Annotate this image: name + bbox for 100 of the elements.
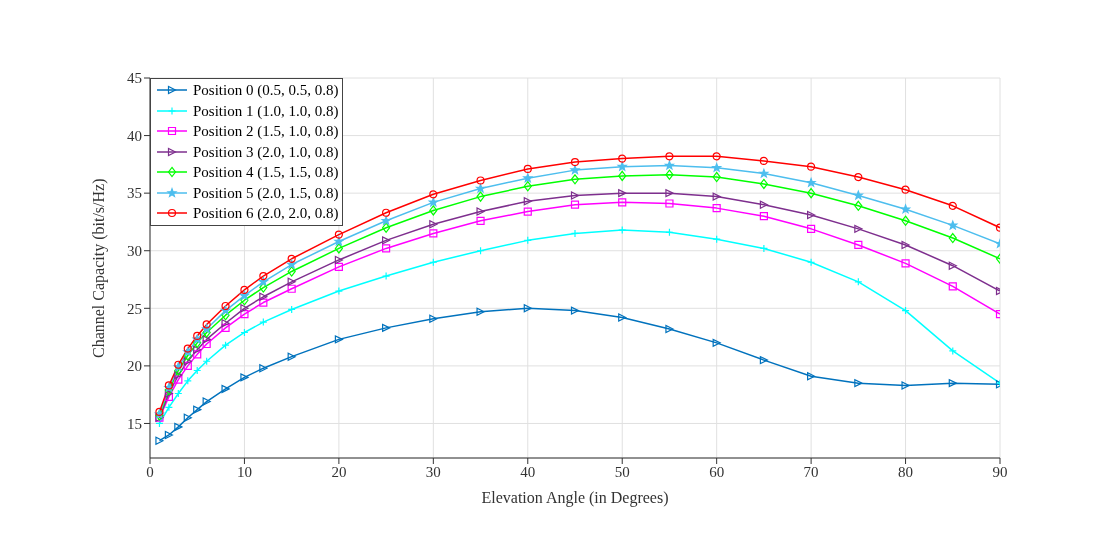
legend-label: Position 5 (2.0, 1.5, 0.8) [193, 183, 339, 203]
point [570, 157, 580, 167]
point [665, 169, 674, 180]
point [570, 200, 580, 209]
point [759, 356, 768, 365]
point [287, 284, 296, 293]
point [901, 240, 910, 250]
point [174, 375, 183, 384]
point [183, 357, 192, 366]
x-tick-label: 70 [803, 463, 819, 480]
point [948, 379, 957, 388]
point [523, 304, 532, 313]
point [183, 344, 192, 353]
point [618, 313, 627, 322]
y-tick-label: 45 [127, 70, 142, 87]
y-tick-label: 20 [127, 358, 142, 375]
y-tick-label: 15 [127, 415, 142, 432]
point [240, 285, 249, 294]
point [382, 271, 391, 281]
point [570, 165, 580, 175]
point [202, 335, 211, 344]
legend-label: Position 1 (1.0, 1.0, 0.8) [193, 101, 339, 121]
point [807, 258, 816, 267]
y-tick-label: 30 [127, 243, 142, 260]
point [259, 318, 268, 327]
point [475, 183, 486, 193]
point [523, 181, 532, 192]
point [807, 372, 816, 381]
point [806, 177, 816, 187]
point [854, 379, 863, 388]
point [155, 436, 164, 445]
point [428, 197, 438, 207]
y-tick-label: 40 [127, 127, 142, 144]
point [665, 324, 674, 334]
point [287, 266, 296, 277]
point [807, 188, 816, 199]
point [712, 152, 721, 161]
point [334, 236, 344, 246]
point [712, 204, 721, 213]
point [618, 225, 627, 235]
point [854, 200, 863, 211]
point [240, 373, 249, 382]
point [665, 152, 674, 161]
point [853, 190, 863, 200]
point [712, 163, 722, 172]
point [665, 189, 674, 198]
point [429, 190, 438, 199]
point [901, 185, 910, 194]
x-axis-title: Elevation Angle (in Degrees) [481, 489, 669, 507]
x-tick-label: 60 [709, 463, 725, 480]
point [570, 306, 580, 315]
point [381, 215, 391, 225]
legend-label: Position 0 (0.5, 0.5, 0.8) [193, 81, 339, 100]
point [523, 164, 532, 174]
point [259, 271, 268, 281]
point [900, 204, 911, 214]
point [193, 331, 202, 341]
point [618, 154, 627, 163]
x-tick-label: 30 [425, 463, 441, 480]
x-tick-label: 10 [236, 463, 252, 480]
point [174, 422, 183, 432]
point [948, 282, 957, 291]
point [948, 261, 957, 270]
point [202, 397, 211, 406]
point [164, 392, 173, 402]
point [948, 220, 958, 230]
point [164, 430, 173, 440]
point [854, 224, 863, 233]
point [334, 243, 343, 254]
point [221, 319, 230, 328]
point [334, 286, 343, 296]
x-tick-label: 20 [331, 463, 347, 480]
point [901, 259, 910, 268]
point [240, 309, 249, 319]
point [570, 174, 580, 185]
point [183, 361, 192, 370]
point [759, 212, 768, 221]
point [221, 384, 230, 394]
point [807, 224, 816, 233]
point [429, 205, 438, 216]
point [334, 255, 343, 265]
point [287, 352, 296, 361]
x-tick-label: 40 [520, 463, 536, 480]
point [476, 191, 485, 202]
point [164, 389, 173, 398]
x-tick-label: 0 [146, 463, 154, 480]
legend-label: Position 2 (1.5, 1.0, 0.8) [193, 122, 339, 141]
y-tick-label: 25 [127, 300, 142, 317]
point [221, 301, 230, 311]
point [429, 229, 438, 238]
point [174, 370, 183, 380]
point [712, 171, 721, 183]
point [476, 307, 485, 316]
point [183, 413, 192, 422]
x-tick-label: 50 [614, 463, 630, 480]
x-tick-label: 80 [898, 463, 914, 480]
point [382, 244, 391, 253]
point [334, 262, 343, 271]
point [570, 229, 580, 238]
x-tick-label: 90 [992, 463, 1008, 480]
